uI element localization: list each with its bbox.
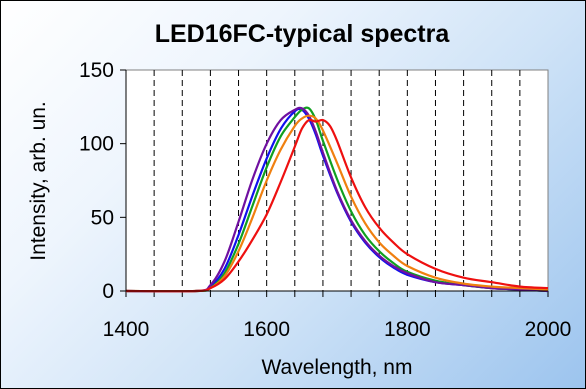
series-line-5 — [125, 118, 549, 293]
x-tick-labels: 1400 1600 1800 2000 — [103, 318, 572, 341]
y-axis-label: Intensity, arb. un. — [27, 101, 50, 261]
series-line-3 — [125, 106, 549, 293]
chart-title: LED16FC-typical spectra — [155, 20, 451, 48]
series-layer — [125, 106, 549, 293]
x-axis-label: Wavelength, nm — [262, 356, 413, 379]
y-tick-label-150: 150 — [79, 59, 114, 82]
y-tick-label-100: 100 — [79, 133, 114, 156]
x-tick-label-1600: 1600 — [243, 318, 290, 341]
y-tick-labels: 0 50 100 150 — [79, 59, 114, 303]
y-tick-label-50: 50 — [91, 206, 114, 229]
x-tick-label-2000: 2000 — [525, 318, 572, 341]
axis-ticks — [120, 69, 549, 297]
x-tick-label-1400: 1400 — [103, 318, 150, 341]
grid-lines — [153, 70, 521, 291]
y-tick-label-0: 0 — [102, 280, 114, 303]
series-line-2 — [125, 106, 549, 293]
x-tick-label-1800: 1800 — [384, 318, 431, 341]
